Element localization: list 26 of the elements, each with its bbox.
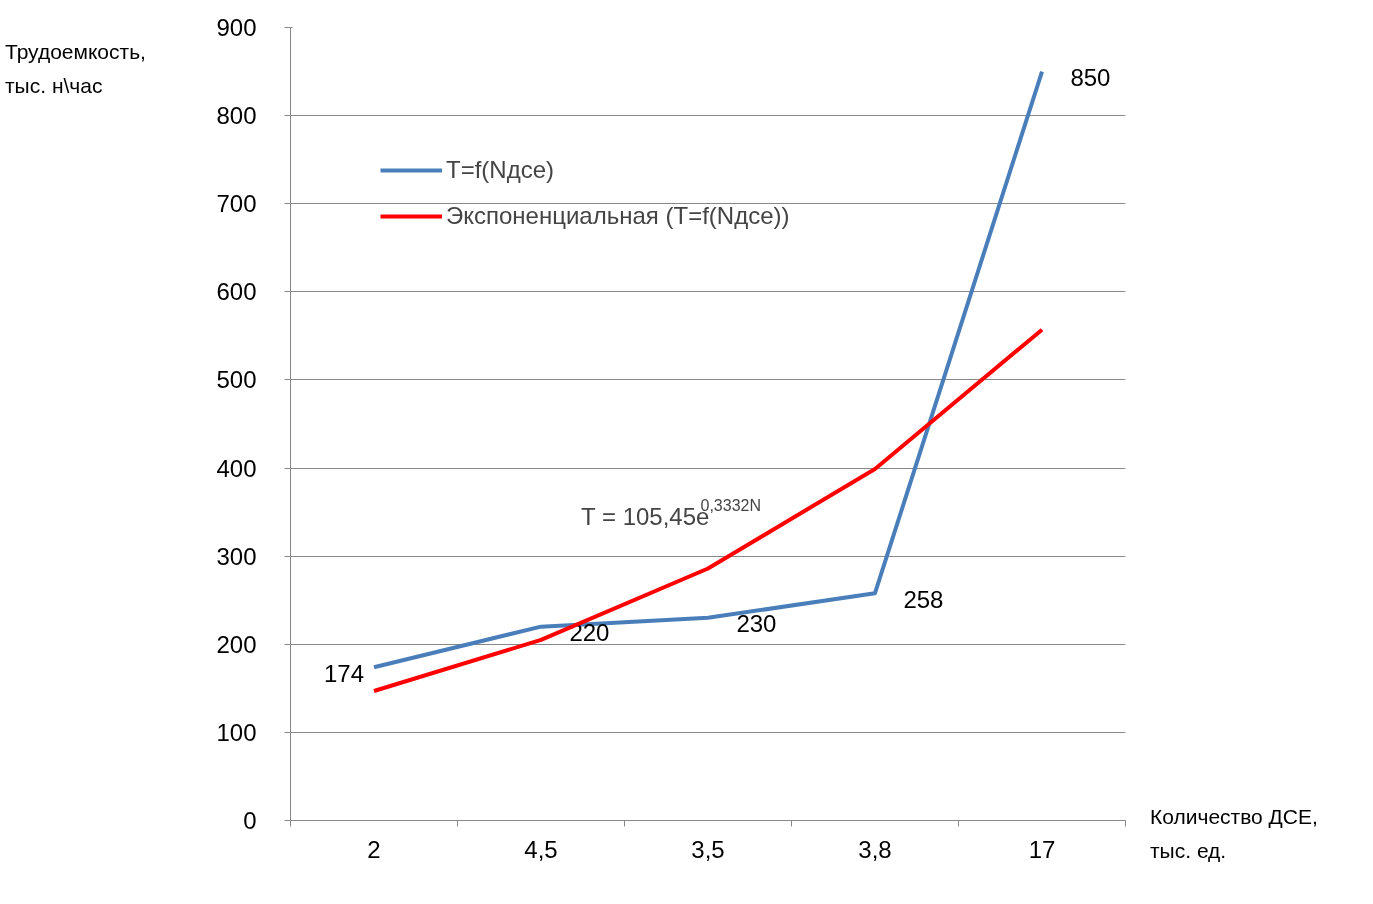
y-tick-label: 600 <box>216 278 257 306</box>
x-tick-label: 3,8 <box>858 835 892 863</box>
x-tick-label: 17 <box>1028 835 1056 863</box>
x-tick-label: 3,5 <box>691 835 725 863</box>
data-label: 850 <box>1070 64 1111 92</box>
x-axis-title: Количество ДСЕ, тыс. ед. <box>1150 804 1318 864</box>
data-label: 230 <box>736 610 777 638</box>
x-tick-label: 2 <box>367 835 381 863</box>
annotation: T = 105,45e0,3332N <box>581 497 761 531</box>
y-tick-label: 0 <box>243 807 257 834</box>
y-axis-title: Трудоемкость, тыс. н\час <box>5 39 146 99</box>
y-tick-label: 800 <box>216 102 257 130</box>
y-tick-label: 100 <box>216 718 257 746</box>
data-label: 174 <box>323 659 364 687</box>
y-tick-label: 300 <box>216 542 257 570</box>
line-series <box>372 327 1044 693</box>
legend-label: T=f(Nдсе) <box>446 156 555 184</box>
y-tick-label: 400 <box>216 454 257 482</box>
y-tick-label: 500 <box>216 366 257 394</box>
x-tick-label: 4,5 <box>524 835 558 863</box>
y-tick-label: 200 <box>216 630 257 658</box>
data-label: 258 <box>903 585 944 613</box>
y-tick-label: 700 <box>216 190 257 218</box>
line-series <box>372 69 1044 670</box>
y-tick-label: 900 <box>216 14 257 41</box>
legend-label: Экспоненциальная (T=f(Nдсе)) <box>446 202 790 230</box>
